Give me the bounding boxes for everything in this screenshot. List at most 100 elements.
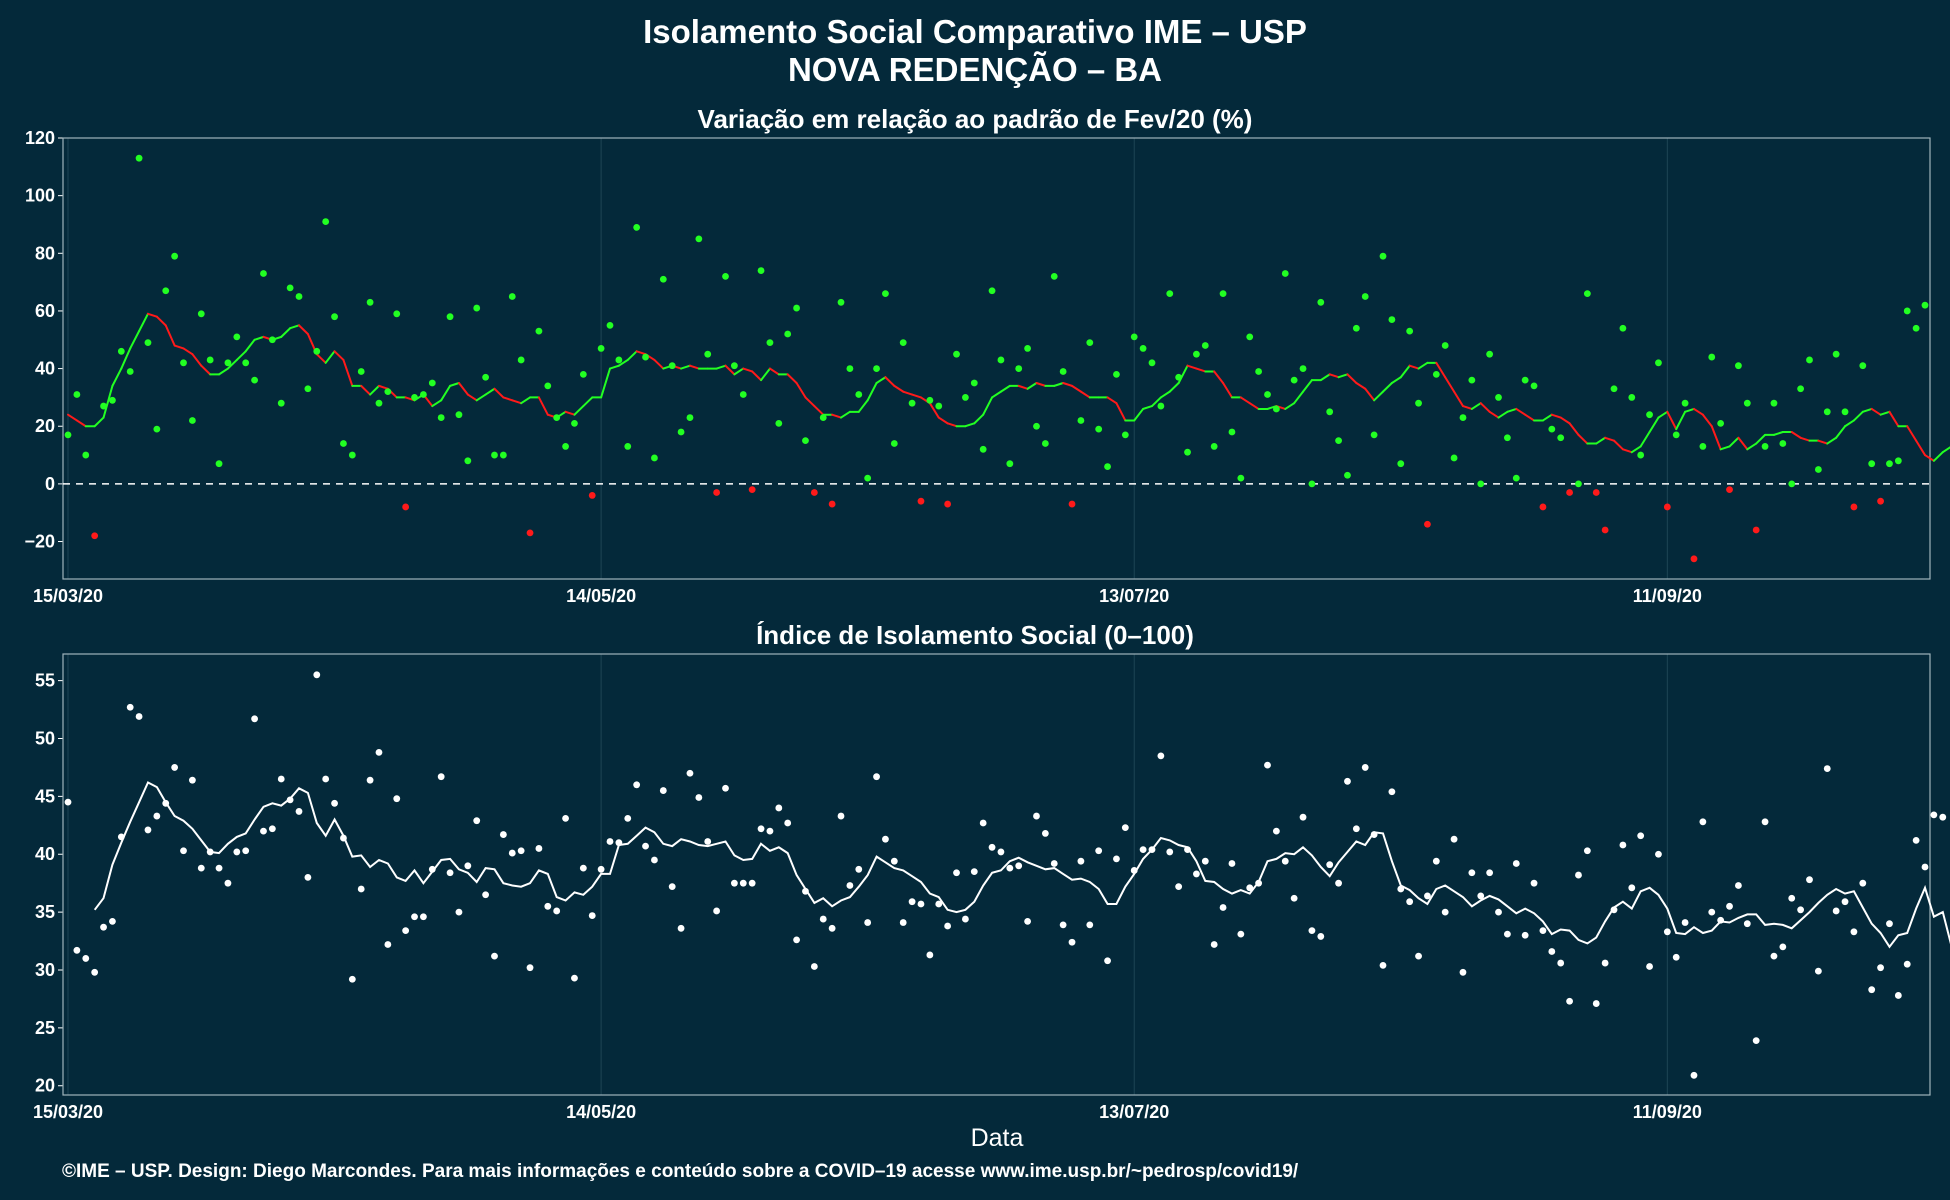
moving-average-segment (902, 390, 914, 396)
variation-daily-point (1175, 373, 1183, 381)
moving-average-segment (1879, 410, 1891, 416)
index-daily-point (668, 883, 676, 891)
moving-average-segment (111, 367, 123, 387)
index-daily-point (135, 713, 143, 720)
variation-xtick-label: 14/05/20 (566, 586, 636, 606)
variation-daily-point (793, 304, 800, 312)
moving-average-segment (715, 364, 727, 370)
moving-average-segment (1053, 382, 1065, 387)
index-daily-point (988, 843, 996, 851)
index-daily-point (962, 915, 969, 923)
variation-xtick-label: 15/03/20 (33, 586, 103, 606)
moving-average-segment (1915, 439, 1926, 457)
index-xtick-label: 11/09/20 (1633, 1102, 1702, 1122)
moving-average-segment (1355, 382, 1367, 390)
variation-daily-point (1752, 526, 1760, 534)
variation-daily-point (535, 327, 543, 335)
index-daily-point (473, 817, 481, 825)
moving-average-segment (1666, 410, 1678, 431)
index-daily-point (1806, 876, 1813, 884)
variation-daily-point (1388, 316, 1396, 323)
variation-daily-point (1681, 399, 1689, 407)
variation-daily-point (437, 414, 445, 421)
variation-daily-point (482, 373, 490, 381)
index-daily-point (1335, 879, 1342, 887)
moving-average-segment (1453, 390, 1464, 408)
variation-daily-point (171, 252, 179, 260)
moving-average-segment (786, 373, 798, 384)
moving-average-segment (1595, 436, 1607, 445)
variation-daily-point (1068, 500, 1076, 508)
moving-average-segment (1435, 361, 1447, 379)
variation-daily-point (1619, 324, 1627, 332)
moving-average-segment (1222, 382, 1233, 399)
index-daily-point (1077, 857, 1085, 865)
variation-daily-point (624, 443, 632, 450)
moving-average-segment (164, 324, 176, 347)
index-daily-point (553, 907, 561, 915)
index-daily-point (1344, 777, 1351, 785)
variation-daily-point (828, 500, 836, 508)
variation-daily-point (331, 313, 338, 321)
index-daily-point (1441, 908, 1449, 916)
moving-average-segment (724, 364, 736, 376)
variation-daily-point (126, 368, 134, 375)
variation-ytick-label: 100 (25, 186, 55, 206)
variation-daily-point (1193, 350, 1200, 358)
variation-daily-point (1637, 451, 1645, 459)
index-daily-point (730, 879, 738, 887)
index-daily-point (286, 796, 294, 804)
moving-average-segment (431, 399, 443, 408)
variation-daily-point (277, 399, 285, 407)
index-daily-point (606, 838, 614, 845)
index-daily-point (1157, 752, 1165, 760)
variation-xtick-label: 13/07/20 (1099, 586, 1169, 606)
moving-average-segment (760, 367, 771, 382)
variation-daily-point (1788, 480, 1796, 488)
index-daily-point (775, 804, 783, 812)
moving-average-segment (1924, 454, 1935, 462)
moving-average-segment (502, 396, 514, 402)
variation-daily-point (988, 287, 996, 295)
variation-daily-point (1450, 454, 1458, 462)
moving-average-segment (973, 413, 985, 425)
index-daily-point (117, 833, 125, 841)
index-daily-point (597, 865, 605, 873)
index-daily-point (1823, 765, 1831, 772)
variation-daily-point (1459, 414, 1467, 421)
index-daily-point (1894, 992, 1902, 999)
index-daily-point (73, 946, 81, 954)
variation-daily-point (659, 275, 667, 283)
index-daily-point (1264, 761, 1271, 769)
index-daily-point (251, 715, 258, 723)
index-daily-point (1193, 870, 1200, 878)
index-daily-point (1557, 959, 1565, 967)
index-daily-point (331, 799, 338, 807)
variation-daily-point (748, 486, 756, 494)
variation-daily-point (1219, 290, 1227, 298)
variation-daily-point (571, 419, 578, 427)
index-daily-point (1050, 860, 1058, 867)
variation-daily-point (979, 445, 987, 453)
variation-daily-point (1344, 471, 1351, 479)
variation-daily-point (730, 362, 738, 370)
variation-daily-point (82, 451, 90, 459)
moving-average-segment (1479, 402, 1491, 413)
moving-average-segment (1639, 431, 1651, 448)
index-daily-point (1619, 841, 1627, 849)
moving-average-segment (751, 370, 763, 382)
index-daily-point (739, 879, 747, 887)
index-daily-point (526, 964, 534, 972)
moving-average-segment (911, 393, 922, 399)
variation-daily-point (1610, 385, 1618, 393)
moving-average-segment (1728, 436, 1740, 448)
index-daily-point (482, 891, 490, 899)
index-daily-point (615, 839, 623, 847)
index-daily-point (153, 812, 161, 820)
variation-daily-point (473, 304, 481, 312)
moving-average-segment (928, 402, 940, 419)
moving-average-segment (315, 353, 327, 364)
moving-average-segment (564, 410, 576, 416)
index-daily-point (1148, 846, 1156, 854)
moving-average-segment (840, 410, 851, 419)
